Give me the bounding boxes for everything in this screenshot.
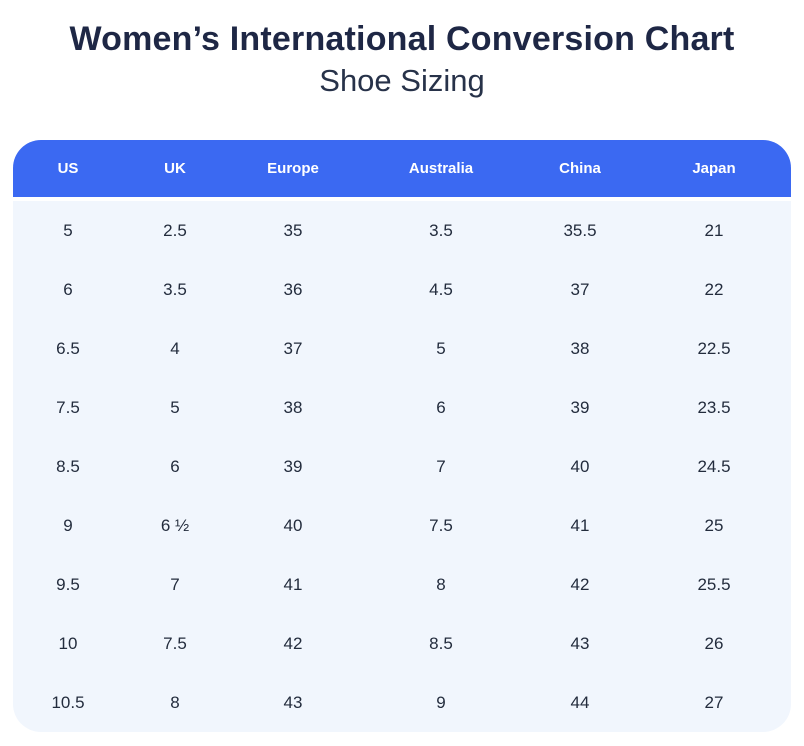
table-cell: 36 [227,260,359,319]
table-cell: 26 [637,614,791,673]
table-cell: 7 [123,555,227,614]
table-cell: 41 [523,496,637,555]
table-cell: 37 [523,260,637,319]
table-cell: 39 [227,437,359,496]
table-cell: 41 [227,555,359,614]
table-cell: 43 [227,673,359,732]
column-header-uk: UK [123,140,227,201]
table-cell: 8 [359,555,523,614]
table-row: 6.5 4 37 5 38 22.5 [13,319,791,378]
shoe-size-conversion-table: US UK Europe Australia China Japan 5 2.5… [13,140,791,732]
table-cell: 38 [523,319,637,378]
table-cell: 42 [523,555,637,614]
table-cell: 8 [123,673,227,732]
table-cell: 21 [637,201,791,260]
table-cell: 40 [523,437,637,496]
table-cell: 42 [227,614,359,673]
table-cell: 6 [359,378,523,437]
table-cell: 6 [123,437,227,496]
column-header-australia: Australia [359,140,523,201]
column-header-us: US [13,140,123,201]
table-cell: 22 [637,260,791,319]
table-cell: 5 [13,201,123,260]
table-cell: 3.5 [123,260,227,319]
table-cell: 10 [13,614,123,673]
table-row: 10.5 8 43 9 44 27 [13,673,791,732]
table-cell: 27 [637,673,791,732]
table-cell: 7 [359,437,523,496]
table-cell: 7.5 [13,378,123,437]
table-row: 9 6 ½ 40 7.5 41 25 [13,496,791,555]
table-cell: 7.5 [123,614,227,673]
table-cell: 35.5 [523,201,637,260]
table-cell: 5 [123,378,227,437]
table-cell: 35 [227,201,359,260]
table-cell: 25 [637,496,791,555]
column-header-japan: Japan [637,140,791,201]
table-cell: 8.5 [359,614,523,673]
table-cell: 43 [523,614,637,673]
table-header: US UK Europe Australia China Japan [13,140,791,201]
table-row: 8.5 6 39 7 40 24.5 [13,437,791,496]
column-header-china: China [523,140,637,201]
table-row: 5 2.5 35 3.5 35.5 21 [13,201,791,260]
table-cell: 25.5 [637,555,791,614]
table-cell: 6.5 [13,319,123,378]
table-cell: 10.5 [13,673,123,732]
table-row: 7.5 5 38 6 39 23.5 [13,378,791,437]
table-row: 10 7.5 42 8.5 43 26 [13,614,791,673]
table-cell: 38 [227,378,359,437]
table-cell: 6 ½ [123,496,227,555]
table-cell: 5 [359,319,523,378]
page-title: Women’s International Conversion Chart [69,20,735,58]
column-header-europe: Europe [227,140,359,201]
table-cell: 8.5 [13,437,123,496]
table-cell: 24.5 [637,437,791,496]
table-cell: 23.5 [637,378,791,437]
table-cell: 9.5 [13,555,123,614]
table-cell: 6 [13,260,123,319]
table-cell: 4.5 [359,260,523,319]
table-row: 9.5 7 41 8 42 25.5 [13,555,791,614]
table-cell: 39 [523,378,637,437]
table-cell: 3.5 [359,201,523,260]
header-row: US UK Europe Australia China Japan [13,140,791,201]
table-cell: 37 [227,319,359,378]
table-cell: 40 [227,496,359,555]
table-cell: 44 [523,673,637,732]
table-cell: 22.5 [637,319,791,378]
table-cell: 4 [123,319,227,378]
table-body: 5 2.5 35 3.5 35.5 21 6 3.5 36 4.5 37 22 … [13,201,791,732]
table-cell: 9 [13,496,123,555]
table-cell: 2.5 [123,201,227,260]
table-cell: 7.5 [359,496,523,555]
table-cell: 9 [359,673,523,732]
page-subtitle: Shoe Sizing [319,63,485,98]
table-row: 6 3.5 36 4.5 37 22 [13,260,791,319]
